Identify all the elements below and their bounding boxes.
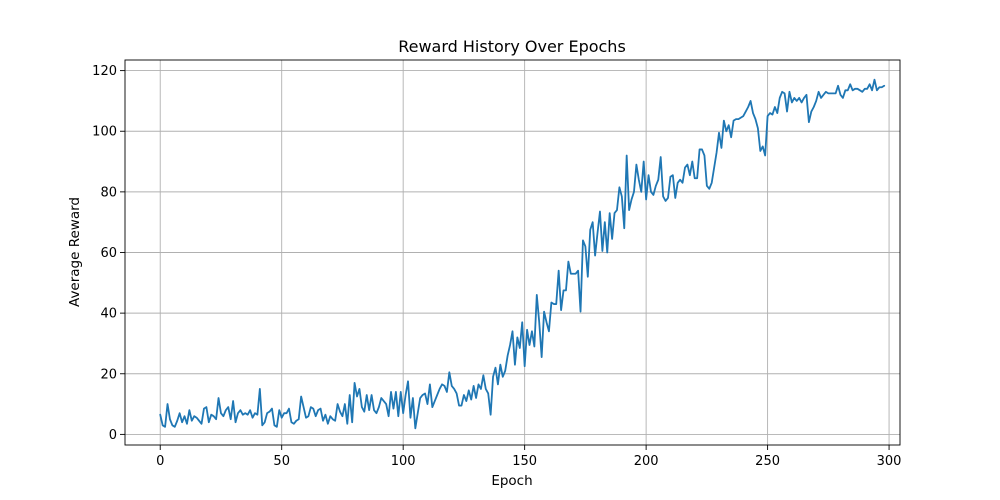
- x-axis-label: Epoch: [491, 473, 532, 489]
- grid-lines: [125, 60, 900, 445]
- y-axis-label: Average Reward: [67, 197, 83, 307]
- series-line: [159, 78, 886, 430]
- x-tick-label: 100: [391, 454, 416, 469]
- y-tick-label: 20: [100, 367, 117, 382]
- x-tick-label: 300: [877, 454, 902, 469]
- y-tick-label: 40: [100, 307, 117, 322]
- x-tick-label: 0: [156, 454, 164, 469]
- series-layer: [159, 78, 886, 430]
- y-tick-label: 100: [92, 125, 117, 140]
- chart-title: Reward History Over Epochs: [398, 37, 626, 56]
- x-tick-label: 250: [755, 454, 780, 469]
- y-axis: 0 20 40 60 80 100 120: [92, 64, 125, 443]
- y-tick-label: 0: [109, 428, 117, 443]
- x-tick-label: 150: [512, 454, 537, 469]
- x-axis: 0 50 100 150 200 250 300: [156, 445, 901, 469]
- x-tick-label: 50: [273, 454, 290, 469]
- y-tick-label: 60: [100, 246, 117, 261]
- y-tick-label: 120: [92, 64, 117, 79]
- y-tick-label: 80: [100, 185, 117, 200]
- x-tick-label: 200: [634, 454, 659, 469]
